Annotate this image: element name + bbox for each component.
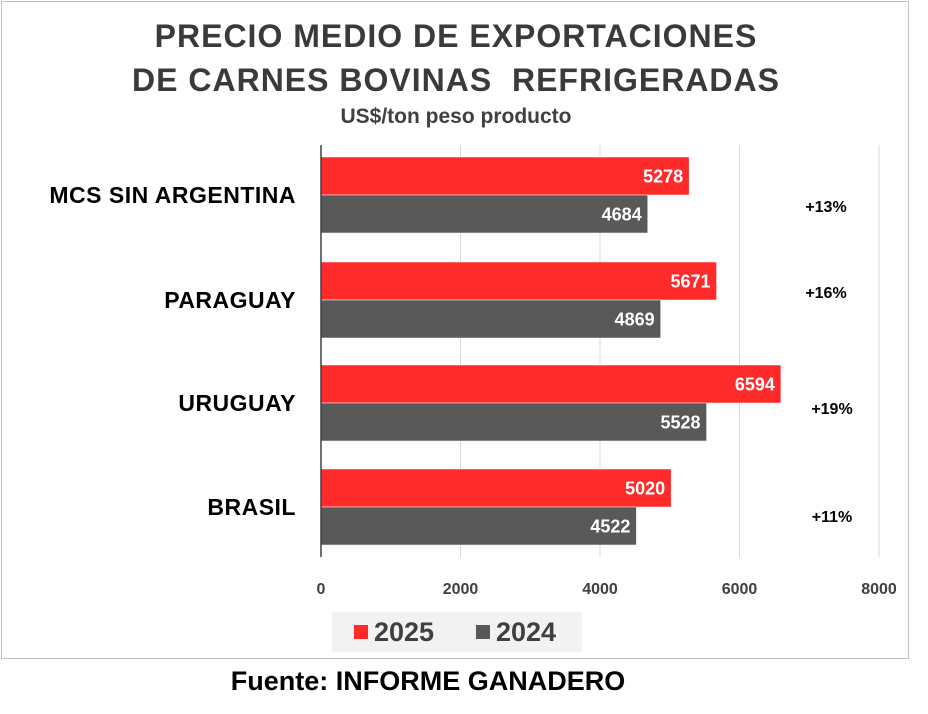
legend-item-2024: 2024 — [476, 612, 556, 652]
legend-swatch-2025 — [354, 625, 368, 639]
data-label-2024-1: 4869 — [615, 310, 655, 330]
x-tick-label-8000: 8000 — [861, 581, 897, 598]
growth-annotation-3: +11% — [812, 509, 852, 526]
data-label-2025-2: 6594 — [735, 375, 775, 395]
legend-swatch-2024 — [476, 625, 490, 639]
bar-2025-2 — [320, 364, 782, 404]
growth-annotation-1: +16% — [805, 285, 846, 302]
category-label-0: MCS SIN ARGENTINA — [49, 182, 296, 208]
x-tick-label-0: 0 — [317, 581, 326, 598]
legend-label-2025: 2025 — [374, 616, 435, 647]
growth-annotation-2: +19% — [811, 401, 852, 418]
data-label-2024-3: 4522 — [590, 517, 630, 537]
category-label-2: URUGUAY — [178, 390, 296, 416]
bar-2025-0 — [320, 156, 690, 196]
source-caption: Fuente: INFORME GANADERO — [230, 666, 626, 696]
x-tick-label-6000: 6000 — [722, 581, 758, 598]
legend: 2025 2024 — [332, 612, 582, 652]
bar-2025-1 — [320, 261, 717, 301]
chart-title-line-1: PRECIO MEDIO DE EXPORTACIONES — [154, 18, 758, 54]
x-tick-label-2000: 2000 — [443, 581, 479, 598]
bar-2024-1 — [320, 299, 661, 339]
data-label-2025-1: 5671 — [671, 272, 711, 292]
growth-annotation-0: +13% — [805, 199, 846, 216]
bar-2024-3 — [320, 506, 637, 546]
bar-2024-0 — [320, 194, 648, 234]
data-label-2025-0: 5278 — [643, 167, 683, 187]
chart-frame: PRECIO MEDIO DE EXPORTACIONES DE CARNES … — [1, 1, 909, 659]
chart-subtitle: US$/ton peso producto — [340, 105, 572, 128]
category-label-1: PARAGUAY — [164, 287, 296, 313]
bar-2024-2 — [320, 402, 707, 442]
legend-item-2025: 2025 — [354, 612, 434, 652]
bar-2025-3 — [320, 468, 672, 508]
legend-label-2024: 2024 — [496, 616, 557, 647]
category-label-3: BRASIL — [207, 494, 296, 520]
data-label-2025-3: 5020 — [625, 479, 665, 499]
x-tick-label-4000: 4000 — [582, 581, 618, 598]
data-label-2024-0: 4684 — [602, 205, 642, 225]
chart-title-line-2: DE CARNES BOVINAS REFRIGERADAS — [132, 62, 780, 98]
data-label-2024-2: 5528 — [661, 413, 701, 433]
